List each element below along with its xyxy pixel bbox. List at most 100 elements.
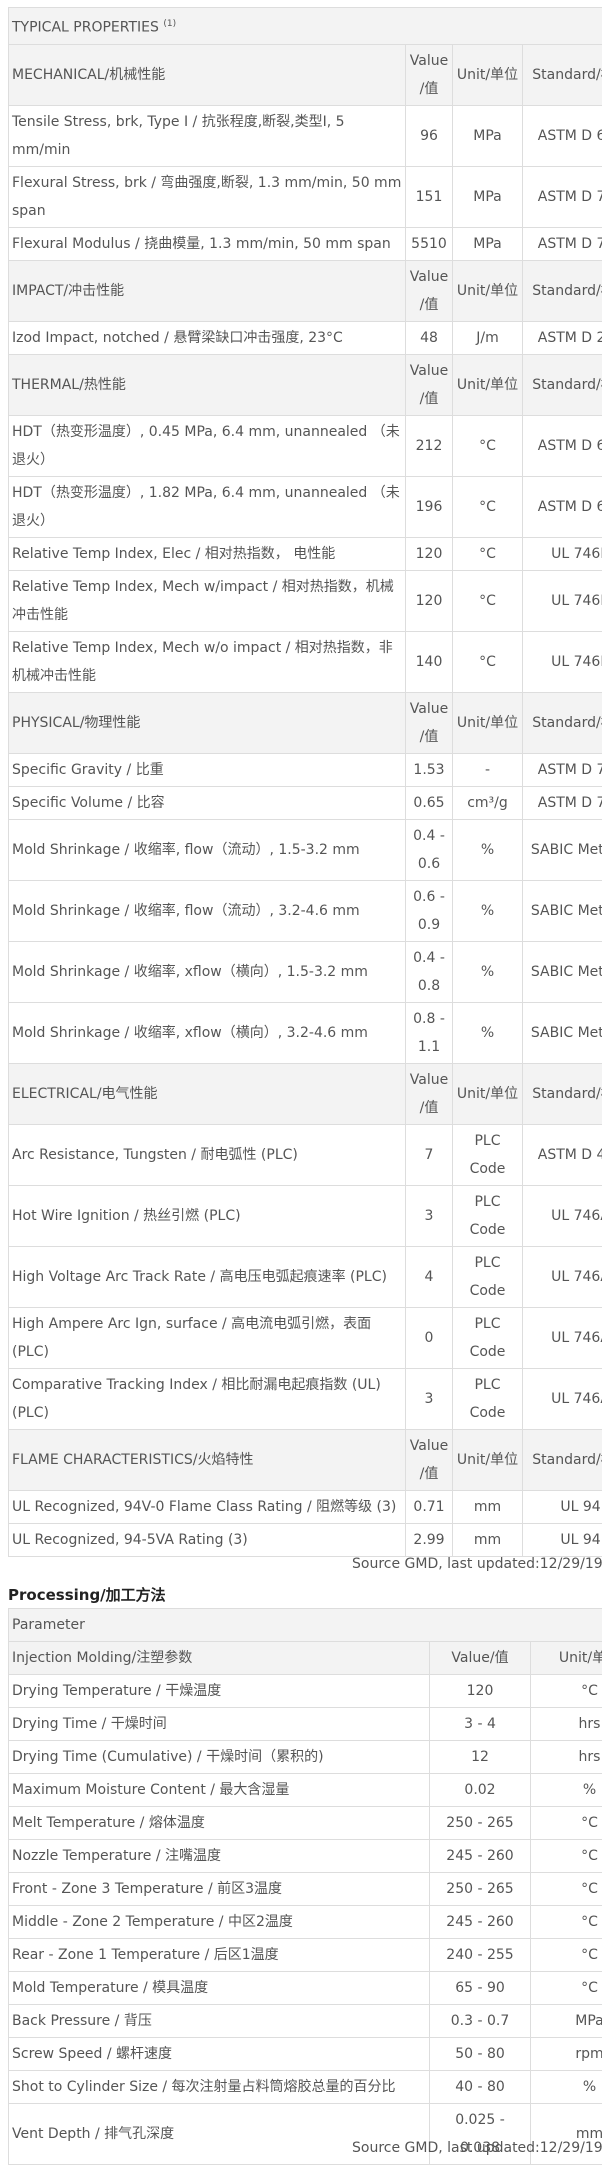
data-row: Specific Gravity / 比重1.53-ASTM D 792 [8, 752, 602, 787]
unit: °C [452, 414, 523, 477]
parameter: Rear - Zone 1 Temperature / 后区1温度 [8, 1938, 430, 1972]
section-name: IMPACT/冲击性能 [8, 259, 406, 322]
property: Mold Shrinkage / 收缩率, flow（流动）, 1.5-3.2 … [8, 818, 406, 881]
data-row: Izod Impact, notched / 悬臂梁缺口冲击强度, 23°C 48… [8, 320, 602, 355]
column-header: Standard/标准 [521, 1062, 602, 1125]
parameter: Shot to Cylinder Size / 每次注射量占料筒熔胶总量的百分比 [8, 2070, 430, 2104]
standard: ASTM D 790 [521, 165, 602, 228]
parameter: Vent Depth / 排气孔深度 [8, 2103, 430, 2165]
standard: SABIC Method [521, 940, 602, 1003]
unit: °C [529, 1971, 602, 2005]
title-cell: TYPICAL PROPERTIES (1) [7, 7, 602, 45]
data-row: Vent Depth / 排气孔深度 0.025 - 0.038 mm [8, 2103, 602, 2165]
data-row: Mold Shrinkage / 收缩率, flow（流动）, 1.5-3.2 … [8, 818, 602, 881]
value: 12 [429, 1740, 531, 1774]
standard: UL 94 [521, 1522, 602, 1557]
value: 240 - 255 [429, 1938, 531, 1972]
property: High Ampere Arc Ign, surface / 高电流电弧引燃，表… [8, 1306, 406, 1369]
value: 0 [405, 1306, 453, 1369]
parameter: Drying Time / 干燥时间 [8, 1707, 430, 1741]
property: Tensile Stress, brk, Type I / 抗张程度,断裂,类型… [8, 104, 406, 167]
unit: cm³/g [452, 785, 523, 820]
standard: SABIC Method [521, 1001, 602, 1064]
data-row: HDT（热变形温度）, 1.82 MPa, 6.4 mm, unannealed… [8, 475, 602, 538]
parameter: Drying Temperature / 干燥温度 [8, 1674, 430, 1708]
value: 2.99 [405, 1522, 453, 1557]
unit: mm [529, 2103, 602, 2165]
column-header: Standard/标准 [521, 353, 602, 416]
property: HDT（热变形温度）, 0.45 MPa, 6.4 mm, unannealed… [8, 414, 406, 477]
parameter: Front - Zone 3 Temperature / 前区3温度 [8, 1872, 430, 1906]
value: 196 [405, 475, 453, 538]
unit: hrs [529, 1707, 602, 1741]
unit: MPa [529, 2004, 602, 2038]
data-row: Middle - Zone 2 Temperature / 中区2温度 245 -… [8, 1905, 602, 1939]
unit: % [452, 940, 523, 1003]
footnote: (1) [163, 19, 177, 29]
data-row: Rear - Zone 1 Temperature / 后区1温度 240 - 2… [8, 1938, 602, 1972]
properties-table: TYPICAL PROPERTIES (1) MECHANICAL/机械性能 Val… [7, 7, 602, 1557]
property: Flexural Modulus / 挠曲模量, 1.3 mm/min, 50 … [8, 226, 406, 261]
property: HDT（热变形温度）, 1.82 MPa, 6.4 mm, unannealed… [8, 475, 406, 538]
value: 0.025 - 0.038 [429, 2103, 531, 2165]
group-name: Injection Molding/注塑参数 [8, 1641, 430, 1675]
unit: % [529, 1773, 602, 1807]
unit: °C [452, 475, 523, 538]
data-row: Shot to Cylinder Size / 每次注射量占料筒熔胶总量的百分比… [8, 2070, 602, 2104]
standard: UL 746A [521, 1245, 602, 1308]
property: Specific Gravity / 比重 [8, 752, 406, 787]
data-row: Comparative Tracking Index / 相比耐漏电起痕指数 (… [8, 1367, 602, 1430]
unit: °C [529, 1938, 602, 1972]
section-header-row: FLAME CHARACTERISTICS/火焰特性 Value/值 Unit/单位… [8, 1428, 602, 1491]
data-row: Drying Time (Cumulative) / 干燥时间（累积的) 12 hr… [8, 1740, 602, 1774]
value: 140 [405, 630, 453, 693]
value: 250 - 265 [429, 1806, 531, 1840]
parameter: Back Pressure / 背压 [8, 2004, 430, 2038]
unit: MPa [452, 104, 523, 167]
parameter: Drying Time (Cumulative) / 干燥时间（累积的) [8, 1740, 430, 1774]
value: 3 [405, 1367, 453, 1430]
value: 0.4 - 0.8 [405, 940, 453, 1003]
column-header: Unit/单位 [452, 43, 523, 106]
value: 120 [405, 536, 453, 571]
unit: mm [452, 1489, 523, 1524]
unit: °C [529, 1872, 602, 1906]
source-note: Source GMD, last updated:12/29/1999 [352, 2140, 602, 2156]
value: 7 [405, 1123, 453, 1186]
property: Mold Shrinkage / 收缩率, xflow（横向）, 3.2-4.6… [8, 1001, 406, 1064]
section-name: THERMAL/热性能 [8, 353, 406, 416]
parameter: Middle - Zone 2 Temperature / 中区2温度 [8, 1905, 430, 1939]
property: Relative Temp Index, Mech w/o impact / 相… [8, 630, 406, 693]
column-header: Unit/单位 [452, 353, 523, 416]
column-header: Unit/单位 [452, 1428, 523, 1491]
property: Mold Shrinkage / 收缩率, flow（流动）, 3.2-4.6 … [8, 879, 406, 942]
column-header: Value/值 [405, 353, 453, 416]
standard: ASTM D 648 [521, 414, 602, 477]
unit: °C [529, 1674, 602, 1708]
section-title: Processing/加工方法 [8, 1586, 166, 1604]
parameter: Maximum Moisture Content / 最大含湿量 [8, 1773, 430, 1807]
data-row: Relative Temp Index, Elec / 相对热指数， 电性能 12… [8, 536, 602, 571]
parameter: Screw Speed / 螺杆速度 [8, 2037, 430, 2071]
unit: hrs [529, 1740, 602, 1774]
unit: °C [529, 1905, 602, 1939]
value: 0.71 [405, 1489, 453, 1524]
unit: MPa [452, 165, 523, 228]
value: 50 - 80 [429, 2037, 531, 2071]
property: Flexural Stress, brk / 弯曲强度,断裂, 1.3 mm/m… [8, 165, 406, 228]
data-row: Flexural Modulus / 挠曲模量, 1.3 mm/min, 50 … [8, 226, 602, 261]
column-header: Value/值 [405, 259, 453, 322]
data-row: Back Pressure / 背压 0.3 - 0.7 MPa [8, 2004, 602, 2038]
standard: ASTM D 792 [521, 752, 602, 787]
unit: PLC Code [452, 1367, 523, 1430]
value: 1.53 [405, 752, 453, 787]
column-header: Unit/单位 [452, 1062, 523, 1125]
value: 0.02 [429, 1773, 531, 1807]
unit: °C [452, 536, 523, 571]
standard: ASTM D 790 [521, 226, 602, 261]
column-header: Value/值 [405, 43, 453, 106]
